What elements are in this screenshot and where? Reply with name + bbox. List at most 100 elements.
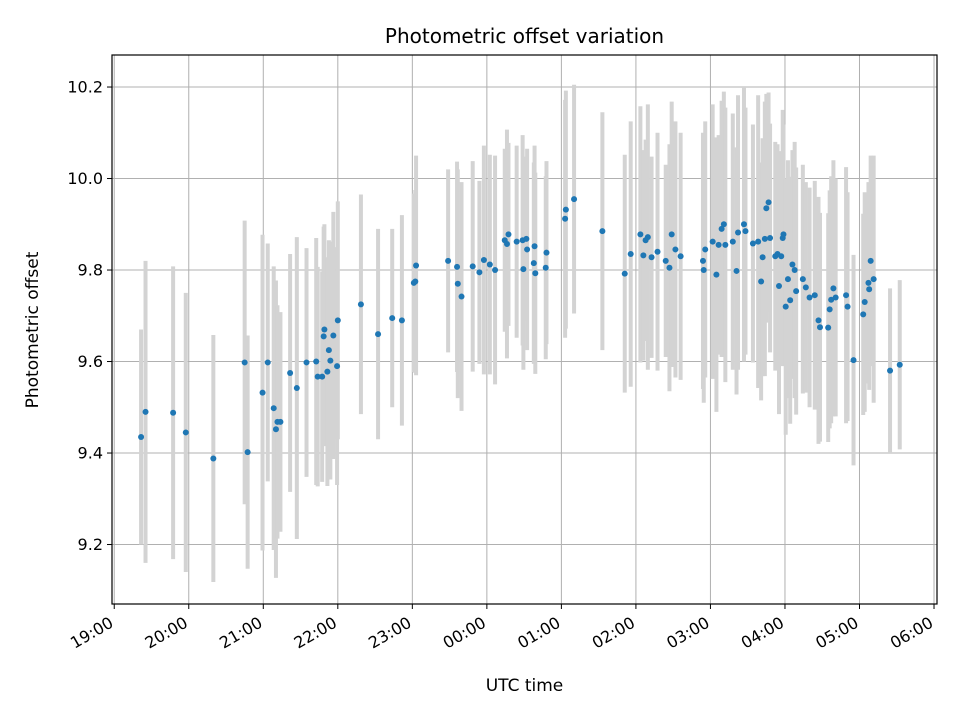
data-point [699,257,706,264]
data-point [861,299,868,306]
x-tick-label: 01:00 [514,613,563,653]
data-point [330,332,337,339]
data-point [303,359,310,366]
data-point [334,363,341,370]
data-point [476,269,483,276]
data-point [454,280,461,287]
data-point [776,283,783,290]
data-point [700,267,707,274]
x-axis-ticks: 19:00 20:00 21:00 22:00 23:00 00:00 01:00 02:00… [67,604,936,652]
data-point [666,264,673,271]
x-tick-label: 22:00 [291,613,340,653]
x-tick-label: 06:00 [887,613,936,653]
data-point [314,373,321,380]
data-point [761,235,768,242]
data-point [749,240,756,247]
x-tick-label: 23:00 [365,613,414,653]
y-tick-label: 10.2 [67,78,103,97]
data-point [867,257,874,264]
data-point [763,205,770,212]
data-point [272,426,279,433]
data-point [571,196,578,203]
data-point [668,231,675,238]
x-tick-label: 04:00 [738,613,787,653]
y-tick-label: 10.0 [67,169,103,188]
data-point [715,241,722,248]
data-point [654,248,661,255]
data-point [648,254,655,261]
data-point [709,238,716,245]
data-point [327,357,334,364]
x-tick-label: 03:00 [663,613,712,653]
data-point [759,254,766,261]
data-point [640,252,647,259]
data-point [520,266,527,273]
data-point [562,206,569,213]
x-tick-label: 05:00 [812,613,861,653]
data-point [412,278,419,285]
data-point [825,324,832,331]
data-point [755,238,762,245]
data-point [844,303,851,310]
data-point [778,253,785,260]
data-point [718,225,725,232]
error-bars [139,84,902,583]
data-point [513,238,520,245]
data-point [445,257,452,264]
data-point [293,385,300,392]
data-point [277,418,284,425]
data-point [702,246,709,253]
data-point [170,409,177,416]
data-point [765,199,772,206]
data-point [320,333,327,340]
data-point [324,368,331,375]
data-point [599,228,606,235]
y-axis-title: Photometric offset [23,251,43,408]
data-point [677,253,684,260]
data-point [543,249,550,256]
x-tick-label: 19:00 [67,613,116,653]
data-point [826,306,833,313]
data-point [767,235,774,241]
data-point [530,260,537,267]
data-point [486,261,493,268]
data-point [644,234,651,241]
data-point [843,292,850,299]
y-axis-ticks: 9.2 9.4 9.6 9.8 10.0 10.2 [67,78,112,554]
data-point [287,369,294,376]
data-point [815,317,822,324]
data-point [182,429,189,436]
data-point [780,231,787,238]
chart-title: Photometric offset variation [385,24,664,48]
data-point [389,315,396,322]
x-tick-label: 21:00 [216,613,265,653]
data-point [142,408,149,415]
data-point [830,285,837,292]
data-point [259,389,266,396]
data-point [789,261,796,268]
data-point [733,267,740,274]
data-point [729,238,736,245]
data-point [816,324,823,331]
data-point [832,294,839,301]
data-point [138,434,145,441]
data-point [896,361,903,368]
x-tick-label: 02:00 [589,613,638,653]
data-point [244,449,251,456]
data-point [791,267,798,274]
data-point [850,357,857,364]
data-point [621,270,628,277]
data-point [264,359,271,366]
y-tick-label: 9.8 [78,261,103,280]
data-point [722,241,729,248]
data-point [321,326,328,333]
data-point [782,303,789,310]
data-point [802,284,809,291]
data-point [735,229,742,236]
data-point [758,278,765,285]
x-tick-label: 20:00 [142,613,191,653]
data-point [492,267,499,274]
data-point [742,228,749,235]
data-point [458,293,465,300]
